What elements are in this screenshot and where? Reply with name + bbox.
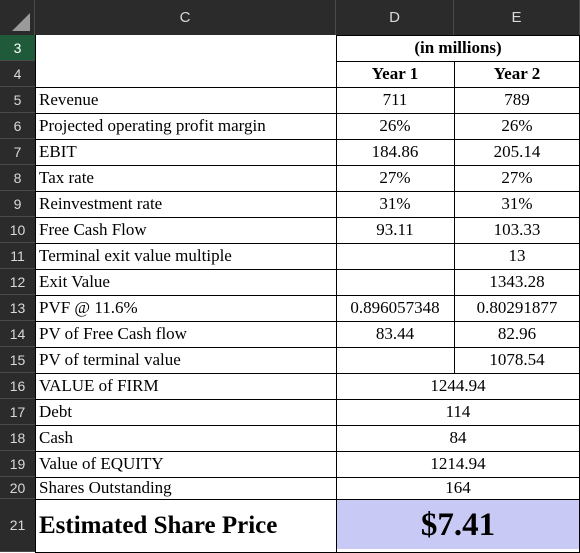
column-header-e[interactable]: E xyxy=(454,0,580,35)
year1-value-cell[interactable]: 26% xyxy=(379,116,411,135)
row-border xyxy=(35,399,580,400)
column-header-d[interactable]: D xyxy=(336,0,454,35)
row-header[interactable]: 20 xyxy=(0,477,35,499)
row-header[interactable]: 6 xyxy=(0,113,35,139)
row-header[interactable]: 4 xyxy=(0,61,35,87)
row-border xyxy=(35,477,580,478)
share-price-highlight xyxy=(337,500,580,549)
border-left-c xyxy=(35,35,36,552)
border-left-d xyxy=(336,35,337,552)
year1-value-cell[interactable]: 31% xyxy=(379,194,411,213)
row-label[interactable]: PV of terminal value xyxy=(39,350,181,369)
row-header[interactable]: 12 xyxy=(0,269,35,295)
select-all-triangle-icon xyxy=(12,13,30,31)
row-border xyxy=(35,499,580,500)
row-header[interactable]: 11 xyxy=(0,243,35,269)
year1-value-cell[interactable]: 184.86 xyxy=(371,142,419,161)
select-all-button[interactable] xyxy=(0,0,35,35)
row-header[interactable]: 3 xyxy=(0,35,35,61)
row-label[interactable]: PVF @ 11.6% xyxy=(39,298,138,317)
year1-value-cell[interactable] xyxy=(336,243,454,269)
row-label[interactable]: Revenue xyxy=(39,90,99,109)
year2-value-cell[interactable]: 82.96 xyxy=(497,324,537,343)
year2-value-cell[interactable]: 103.33 xyxy=(493,220,541,239)
units-label[interactable]: (in millions) xyxy=(414,38,502,57)
year1-value-cell[interactable] xyxy=(336,347,454,373)
row-border xyxy=(35,373,580,374)
row-border xyxy=(35,165,580,166)
year2-value-cell[interactable]: 13 xyxy=(508,246,526,265)
row-border xyxy=(35,269,580,270)
year2-value-cell[interactable]: 27% xyxy=(501,168,533,187)
year1-value-cell[interactable]: 711 xyxy=(382,90,408,109)
row-label[interactable]: Shares Outstanding xyxy=(39,478,172,497)
year2-value-cell[interactable]: 789 xyxy=(504,90,530,109)
share-price-label[interactable]: Estimated Share Price xyxy=(39,511,278,539)
year1-value-cell[interactable]: 27% xyxy=(379,168,411,187)
row-header[interactable]: 15 xyxy=(0,347,35,373)
share-price-value[interactable]: $7.41 xyxy=(420,507,496,543)
year2-value-cell[interactable]: 205.14 xyxy=(493,142,541,161)
year1-value-cell[interactable]: 0.896057348 xyxy=(350,298,440,317)
row-border xyxy=(35,321,580,322)
row-header[interactable]: 9 xyxy=(0,191,35,217)
year2-value-cell[interactable]: 31% xyxy=(501,194,533,213)
merged-value-cell[interactable]: 1214.94 xyxy=(430,454,486,473)
year1-header[interactable]: Year 1 xyxy=(371,64,419,83)
row-header[interactable]: 5 xyxy=(0,87,35,113)
year2-value-cell[interactable]: 1078.54 xyxy=(489,350,545,369)
row-label[interactable]: PV of Free Cash flow xyxy=(39,324,187,343)
row-header[interactable]: 10 xyxy=(0,217,35,243)
year2-value-cell[interactable]: 1343.28 xyxy=(489,272,545,291)
row-header[interactable]: 16 xyxy=(0,373,35,399)
row-header[interactable]: 17 xyxy=(0,399,35,425)
row-border xyxy=(35,425,580,426)
row-header[interactable]: 18 xyxy=(0,425,35,451)
row-label[interactable]: VALUE of FIRM xyxy=(39,376,159,395)
row-label[interactable]: Terminal exit value multiple xyxy=(39,246,232,265)
row-border xyxy=(35,139,580,140)
merged-value-cell[interactable]: 114 xyxy=(445,402,471,421)
row-label[interactable]: Exit Value xyxy=(39,272,110,291)
year1-value-cell[interactable]: 83.44 xyxy=(375,324,415,343)
row-header[interactable]: 8 xyxy=(0,165,35,191)
row-label[interactable]: Free Cash Flow xyxy=(39,220,147,239)
column-header-c[interactable]: C xyxy=(35,0,336,35)
row-border xyxy=(35,217,580,218)
row-label[interactable]: Projected operating profit margin xyxy=(39,116,266,135)
row-border xyxy=(35,87,580,88)
year1-value-cell[interactable] xyxy=(336,269,454,295)
merged-value-cell[interactable]: 84 xyxy=(449,428,467,447)
merged-value-cell[interactable]: 1244.94 xyxy=(430,376,486,395)
row-label[interactable]: Reinvestment rate xyxy=(39,194,163,213)
top-border xyxy=(336,35,580,36)
year2-header[interactable]: Year 2 xyxy=(493,64,541,83)
column-header-bar xyxy=(0,0,580,35)
row-border xyxy=(336,61,580,62)
row-label[interactable]: EBIT xyxy=(39,142,77,161)
row-border xyxy=(35,191,580,192)
row-border xyxy=(35,295,580,296)
row-label[interactable]: Value of EQUITY xyxy=(39,454,164,473)
row-border xyxy=(35,113,580,114)
row-border xyxy=(35,243,580,244)
row-header[interactable]: 7 xyxy=(0,139,35,165)
row-header[interactable]: 21 xyxy=(0,499,35,552)
row-label[interactable]: Debt xyxy=(39,402,73,421)
row-header[interactable]: 13 xyxy=(0,295,35,321)
row-label[interactable]: Cash xyxy=(39,428,73,447)
year2-value-cell[interactable]: 0.80291877 xyxy=(476,298,558,317)
row-label[interactable]: Tax rate xyxy=(39,168,94,187)
row-header[interactable]: 19 xyxy=(0,451,35,477)
year2-value-cell[interactable]: 26% xyxy=(501,116,533,135)
row-header[interactable]: 14 xyxy=(0,321,35,347)
year1-value-cell[interactable]: 93.11 xyxy=(376,220,414,239)
row-border xyxy=(35,347,580,348)
merged-value-cell[interactable]: 164 xyxy=(445,478,471,497)
row-border xyxy=(35,451,580,452)
